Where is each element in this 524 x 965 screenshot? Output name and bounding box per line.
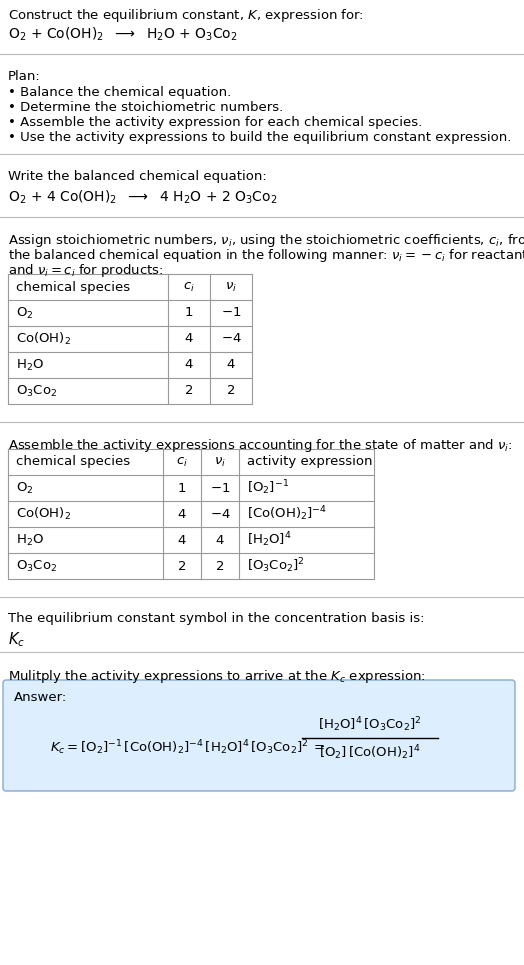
Text: $\mathrm{Co(OH)_2}$: $\mathrm{Co(OH)_2}$: [16, 331, 71, 347]
Text: • Balance the chemical equation.: • Balance the chemical equation.: [8, 86, 231, 99]
Text: $-1$: $-1$: [221, 307, 241, 319]
Text: The equilibrium constant symbol in the concentration basis is:: The equilibrium constant symbol in the c…: [8, 612, 424, 625]
Text: and $\nu_i = c_i$ for products:: and $\nu_i = c_i$ for products:: [8, 262, 163, 279]
FancyBboxPatch shape: [3, 680, 515, 791]
Text: $-4$: $-4$: [210, 508, 231, 520]
Text: $[\mathrm{O_3Co_2}]^{2}$: $[\mathrm{O_3Co_2}]^{2}$: [247, 557, 305, 575]
Text: $[\mathrm{O_2}]\,[\mathrm{Co(OH)_2}]^{4}$: $[\mathrm{O_2}]\,[\mathrm{Co(OH)_2}]^{4}…: [319, 744, 421, 762]
Text: Write the balanced chemical equation:: Write the balanced chemical equation:: [8, 170, 267, 183]
Text: 2: 2: [227, 384, 235, 398]
Text: $\mathrm{H_2O}$: $\mathrm{H_2O}$: [16, 533, 44, 547]
Text: Plan:: Plan:: [8, 70, 41, 83]
Text: 4: 4: [178, 508, 186, 520]
Text: Assemble the activity expressions accounting for the state of matter and $\nu_i$: Assemble the activity expressions accoun…: [8, 437, 512, 454]
Text: 4: 4: [185, 359, 193, 372]
Text: $\mathrm{O_3Co_2}$: $\mathrm{O_3Co_2}$: [16, 383, 57, 399]
Text: $\nu_i$: $\nu_i$: [214, 455, 226, 469]
Text: $\mathrm{O_2}$ + 4 Co(OH)$_2$  $\longrightarrow$  4 $\mathrm{H_2O}$ + 2 $\mathrm: $\mathrm{O_2}$ + 4 Co(OH)$_2$ $\longrigh…: [8, 189, 278, 207]
Text: Assign stoichiometric numbers, $\nu_i$, using the stoichiometric coefficients, $: Assign stoichiometric numbers, $\nu_i$, …: [8, 232, 524, 249]
Text: 2: 2: [216, 560, 224, 572]
Text: $\mathrm{O_2}$ + Co(OH)$_2$  $\longrightarrow$  $\mathrm{H_2O}$ + $\mathrm{O_3Co: $\mathrm{O_2}$ + Co(OH)$_2$ $\longrighta…: [8, 26, 238, 43]
Text: • Assemble the activity expression for each chemical species.: • Assemble the activity expression for e…: [8, 116, 422, 129]
Text: $\mathrm{H_2O}$: $\mathrm{H_2O}$: [16, 357, 44, 372]
Text: chemical species: chemical species: [16, 281, 130, 293]
Text: 2: 2: [185, 384, 193, 398]
Text: 2: 2: [178, 560, 186, 572]
Text: $[\mathrm{O_2}]^{-1}$: $[\mathrm{O_2}]^{-1}$: [247, 479, 289, 497]
Text: 1: 1: [178, 482, 186, 494]
Text: activity expression: activity expression: [247, 455, 373, 468]
Text: $K_c$: $K_c$: [8, 630, 25, 648]
Text: 4: 4: [216, 534, 224, 546]
Text: Mulitply the activity expressions to arrive at the $K_c$ expression:: Mulitply the activity expressions to arr…: [8, 668, 426, 685]
Text: 4: 4: [178, 534, 186, 546]
Text: chemical species: chemical species: [16, 455, 130, 468]
Text: $[\mathrm{Co(OH)_2}]^{-4}$: $[\mathrm{Co(OH)_2}]^{-4}$: [247, 505, 327, 523]
Text: • Determine the stoichiometric numbers.: • Determine the stoichiometric numbers.: [8, 101, 283, 114]
Text: $\mathrm{Co(OH)_2}$: $\mathrm{Co(OH)_2}$: [16, 506, 71, 522]
Text: $-4$: $-4$: [221, 333, 242, 345]
Text: $-1$: $-1$: [210, 482, 230, 494]
Text: 1: 1: [185, 307, 193, 319]
Text: $K_c = [\mathrm{O_2}]^{-1}\,[\mathrm{Co(OH)_2}]^{-4}\,[\mathrm{H_2O}]^{4}\,[\mat: $K_c = [\mathrm{O_2}]^{-1}\,[\mathrm{Co(…: [50, 738, 325, 757]
Text: $\nu_i$: $\nu_i$: [225, 281, 237, 293]
Text: Construct the equilibrium constant, $K$, expression for:: Construct the equilibrium constant, $K$,…: [8, 7, 364, 24]
Text: • Use the activity expressions to build the equilibrium constant expression.: • Use the activity expressions to build …: [8, 131, 511, 144]
Text: 4: 4: [227, 359, 235, 372]
Text: the balanced chemical equation in the following manner: $\nu_i = -c_i$ for react: the balanced chemical equation in the fo…: [8, 247, 524, 264]
Text: $c_i$: $c_i$: [183, 281, 195, 293]
Text: $\mathrm{O_2}$: $\mathrm{O_2}$: [16, 481, 34, 496]
Text: $c_i$: $c_i$: [176, 455, 188, 469]
Text: $[\mathrm{H_2O}]^{4}$: $[\mathrm{H_2O}]^{4}$: [247, 531, 291, 549]
Text: Answer:: Answer:: [14, 691, 67, 704]
Text: 4: 4: [185, 333, 193, 345]
Text: $\mathrm{O_2}$: $\mathrm{O_2}$: [16, 306, 34, 320]
Text: $[\mathrm{H_2O}]^{4}\,[\mathrm{O_3Co_2}]^{2}$: $[\mathrm{H_2O}]^{4}\,[\mathrm{O_3Co_2}]…: [318, 716, 422, 734]
Text: $\mathrm{O_3Co_2}$: $\mathrm{O_3Co_2}$: [16, 559, 57, 573]
